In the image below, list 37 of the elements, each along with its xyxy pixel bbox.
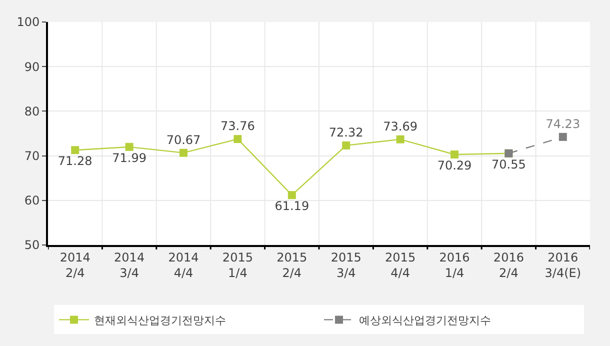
point	[180, 148, 188, 157]
point	[288, 191, 296, 200]
x-tick-label: 2015 2/4	[276, 250, 308, 280]
x-tick-label: 2015 3/4	[330, 250, 362, 280]
point	[342, 141, 350, 150]
data-label: 73.76	[220, 119, 255, 134]
x-tick-label: 2016 2/4	[493, 250, 524, 280]
x-tick-label: 2016 3/4(E)	[544, 250, 582, 280]
legend-label: 현재외식산업경기전망지수	[94, 314, 226, 327]
data-label: 70.55	[492, 157, 526, 172]
x-tick-label: 2015 4/4	[385, 250, 416, 280]
data-label: 70.67	[166, 132, 201, 147]
x-tick-label: 2015 1/4	[222, 250, 253, 280]
y-tick-label: 80	[24, 104, 40, 118]
data-label: 71.99	[112, 150, 146, 165]
x-tick-label: 2014 2/4	[60, 250, 90, 280]
point	[450, 150, 458, 159]
y-tick-label: 60	[24, 194, 40, 208]
point	[558, 132, 567, 141]
data-label: 70.29	[437, 158, 472, 173]
x-tick-label: 2016 1/4	[439, 250, 470, 280]
data-label: 72.32	[328, 125, 364, 140]
y-tick-label: 90	[24, 60, 40, 74]
data-label: 74.23	[546, 116, 580, 131]
point	[396, 135, 404, 144]
y-tick-label: 50	[24, 238, 40, 252]
y-tick-label: 100	[16, 15, 40, 30]
point	[71, 146, 80, 154]
legend-label: 예상외식산업경기전망지수	[359, 314, 491, 327]
data-label: 71.28	[58, 154, 92, 168]
x-tick-label: 2014 3/4	[114, 250, 145, 280]
x-tick-label: 2014 4/4	[168, 250, 199, 280]
y-tick-label: 70	[24, 149, 40, 163]
data-label: 61.19	[274, 199, 310, 214]
point	[125, 142, 134, 151]
point	[234, 135, 242, 144]
data-label: 73.69	[383, 119, 418, 134]
